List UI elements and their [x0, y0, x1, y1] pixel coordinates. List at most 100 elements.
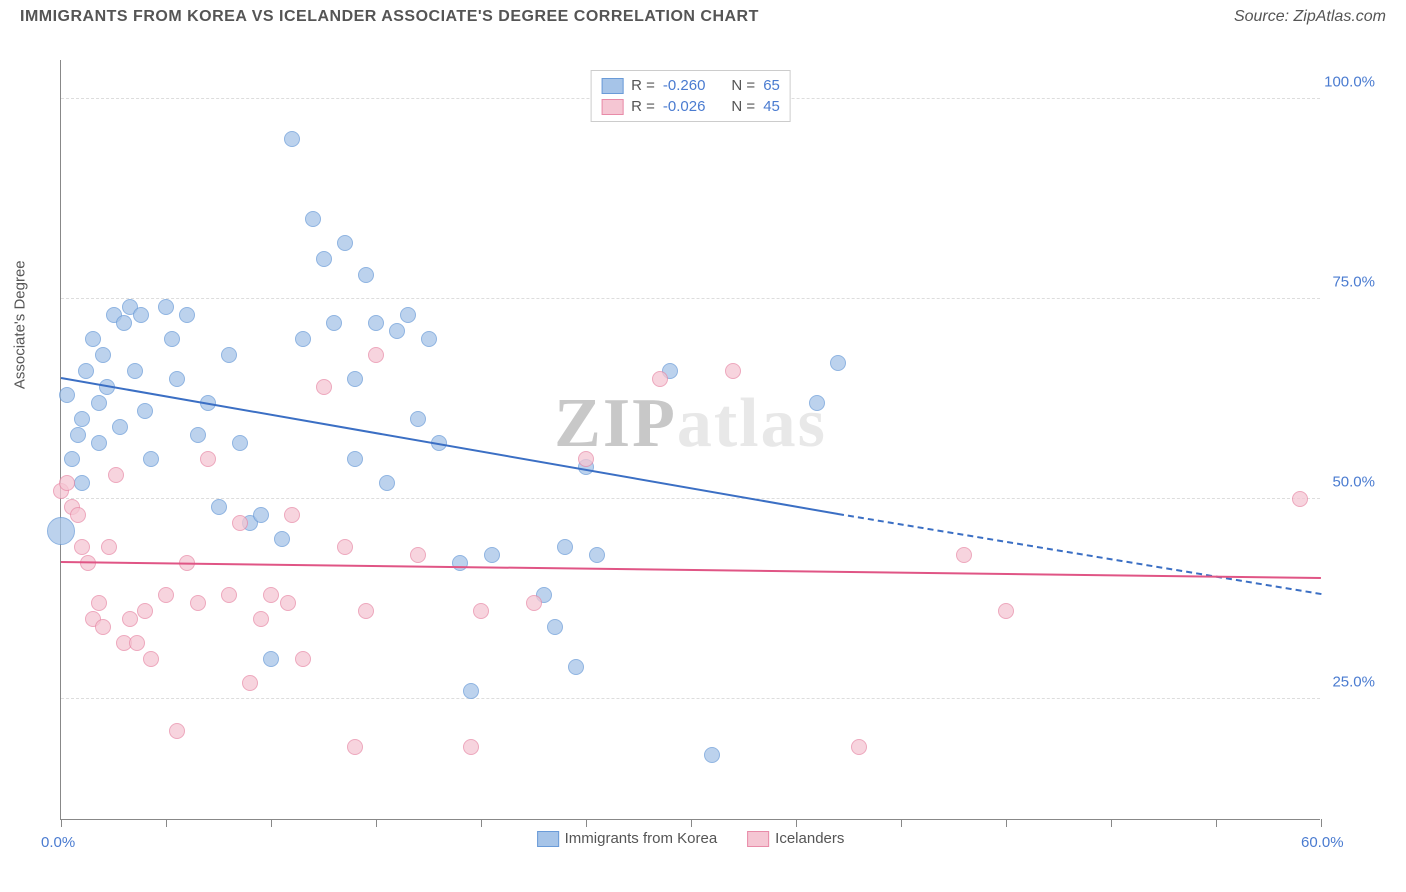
marker-iceland [316, 379, 332, 395]
x-tick-label: 0.0% [41, 834, 75, 851]
marker-korea [568, 659, 584, 675]
legend-item: Icelanders [747, 830, 844, 847]
y-axis-title: Associate's Degree [12, 260, 29, 389]
x-tick [1216, 819, 1217, 827]
gridline [61, 698, 1320, 699]
marker-korea [316, 251, 332, 267]
marker-iceland [221, 587, 237, 603]
marker-iceland [284, 507, 300, 523]
legend-stat-row: R = -0.260 N = 65 [601, 75, 780, 96]
legend-bottom: Immigrants from Korea Icelanders [537, 830, 845, 847]
y-tick-label: 100.0% [1324, 74, 1375, 91]
watermark: ZIPatlas [554, 384, 827, 464]
n-label: N = [731, 98, 755, 115]
marker-korea [143, 451, 159, 467]
marker-iceland [1292, 491, 1308, 507]
marker-korea [253, 507, 269, 523]
marker-iceland [95, 619, 111, 635]
marker-iceland [358, 603, 374, 619]
marker-korea [589, 547, 605, 563]
marker-iceland [122, 611, 138, 627]
marker-iceland [137, 603, 153, 619]
legend-swatch [747, 831, 769, 847]
marker-korea [74, 475, 90, 491]
x-tick [1111, 819, 1112, 827]
x-tick [1321, 819, 1322, 827]
marker-iceland [295, 651, 311, 667]
marker-korea [64, 451, 80, 467]
marker-iceland [280, 595, 296, 611]
marker-iceland [473, 603, 489, 619]
marker-iceland [101, 539, 117, 555]
marker-iceland [70, 507, 86, 523]
marker-korea [295, 331, 311, 347]
marker-korea [704, 747, 720, 763]
marker-korea [809, 395, 825, 411]
marker-korea [830, 355, 846, 371]
marker-iceland [347, 739, 363, 755]
x-tick-label: 60.0% [1301, 834, 1344, 851]
n-value: 65 [763, 77, 780, 94]
marker-iceland [263, 587, 279, 603]
marker-korea [179, 307, 195, 323]
marker-iceland [368, 347, 384, 363]
r-label: R = [631, 77, 655, 94]
marker-iceland [91, 595, 107, 611]
marker-korea [211, 499, 227, 515]
legend-stats: R =-0.260N =65R =-0.026N =45 [590, 70, 791, 122]
y-tick-label: 75.0% [1332, 274, 1375, 291]
y-tick-label: 50.0% [1332, 474, 1375, 491]
marker-iceland [578, 451, 594, 467]
legend-swatch [537, 831, 559, 847]
x-tick [271, 819, 272, 827]
marker-iceland [158, 587, 174, 603]
legend-item: Immigrants from Korea [537, 830, 718, 847]
marker-iceland [59, 475, 75, 491]
marker-iceland [108, 467, 124, 483]
marker-korea [232, 435, 248, 451]
marker-iceland [463, 739, 479, 755]
r-label: R = [631, 98, 655, 115]
x-tick [586, 819, 587, 827]
marker-korea [137, 403, 153, 419]
marker-korea [484, 547, 500, 563]
marker-korea [337, 235, 353, 251]
marker-korea [421, 331, 437, 347]
marker-korea [410, 411, 426, 427]
trend-dash-korea [838, 513, 1321, 595]
marker-korea [95, 347, 111, 363]
marker-korea [59, 387, 75, 403]
marker-korea [221, 347, 237, 363]
header: IMMIGRANTS FROM KOREA VS ICELANDER ASSOC… [0, 0, 1406, 30]
r-value: -0.026 [663, 98, 706, 115]
marker-korea [47, 517, 75, 545]
plot-area: ZIPatlas R =-0.260N =65R =-0.026N =45 Im… [60, 60, 1320, 820]
page-title: IMMIGRANTS FROM KOREA VS ICELANDER ASSOC… [20, 8, 759, 26]
marker-iceland [526, 595, 542, 611]
marker-korea [70, 427, 86, 443]
marker-iceland [998, 603, 1014, 619]
x-tick [166, 819, 167, 827]
legend-stat-row: R =-0.026N =45 [601, 96, 780, 117]
marker-iceland [410, 547, 426, 563]
legend-swatch [601, 78, 623, 94]
marker-korea [190, 427, 206, 443]
marker-korea [112, 419, 128, 435]
marker-iceland [337, 539, 353, 555]
legend-swatch [601, 99, 623, 115]
marker-korea [400, 307, 416, 323]
marker-korea [368, 315, 384, 331]
marker-iceland [74, 539, 90, 555]
marker-iceland [253, 611, 269, 627]
n-label: N = [731, 77, 755, 94]
x-tick [1006, 819, 1007, 827]
marker-korea [274, 531, 290, 547]
r-value: -0.260 [663, 77, 706, 94]
marker-korea [358, 267, 374, 283]
marker-korea [284, 131, 300, 147]
marker-korea [74, 411, 90, 427]
marker-korea [326, 315, 342, 331]
marker-korea [164, 331, 180, 347]
marker-iceland [143, 651, 159, 667]
legend-label: Immigrants from Korea [565, 830, 718, 847]
